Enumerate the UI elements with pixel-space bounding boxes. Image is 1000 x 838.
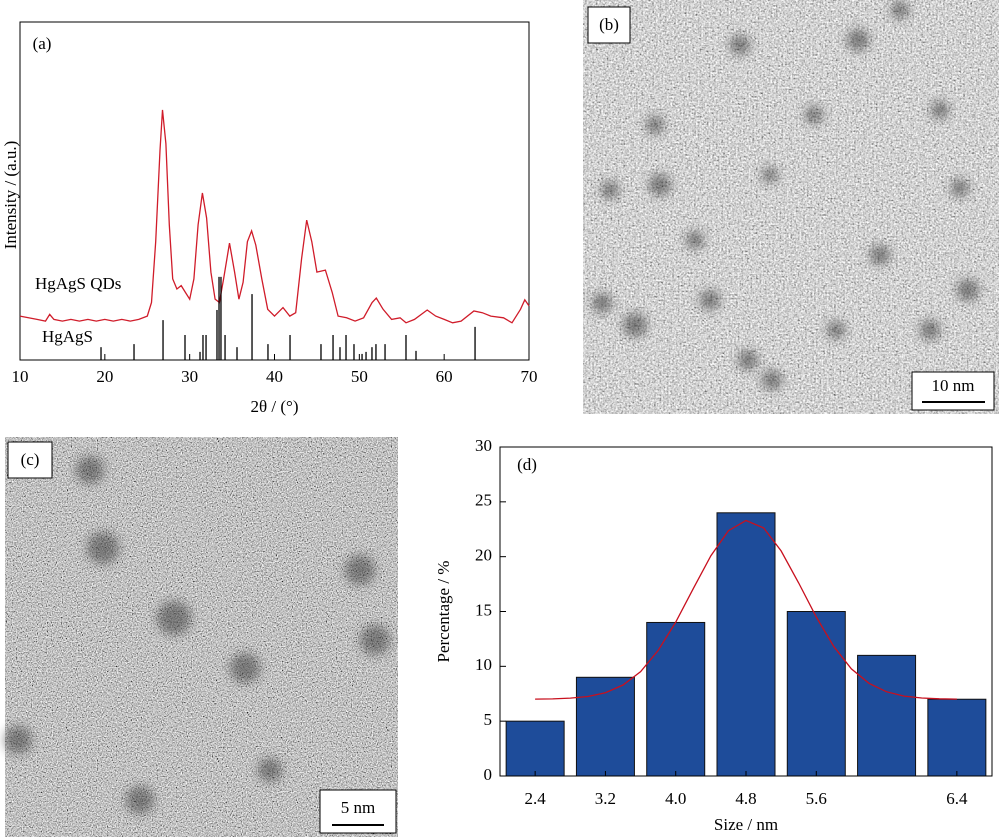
y-tick-label: 10	[475, 655, 492, 674]
y-tick-label: 30	[475, 436, 492, 455]
series-label: HgAgS QDs	[35, 274, 121, 293]
panel-label: (d)	[517, 455, 537, 474]
panel-label: (c)	[21, 450, 40, 469]
bar	[505, 720, 565, 777]
bar	[646, 621, 706, 777]
bar	[786, 611, 846, 777]
x-tick-label: 50	[351, 367, 368, 386]
x-axis-label: 2θ / (°)	[251, 397, 299, 416]
y-axis-label: Intensity / (a.u.)	[1, 141, 20, 250]
x-tick-label: 2.4	[525, 789, 547, 808]
x-tick-label: 3.2	[595, 789, 616, 808]
x-tick-label: 4.8	[735, 789, 756, 808]
series-label: HgAgS	[42, 327, 93, 346]
x-tick-label: 30	[181, 367, 198, 386]
x-tick-label: 5.6	[806, 789, 827, 808]
bar	[716, 512, 776, 777]
x-tick-label: 20	[96, 367, 113, 386]
x-tick-label: 4.0	[665, 789, 686, 808]
gaussian-fit	[535, 519, 957, 700]
bar	[857, 654, 917, 777]
tem-image-b: (b) 10 nm	[583, 0, 999, 414]
panel-label: (b)	[599, 15, 619, 34]
xrd-curve	[19, 109, 530, 324]
tem-image-c: (c) 5 nm	[4, 437, 398, 837]
plot-frame	[19, 21, 530, 361]
y-tick-label: 0	[484, 765, 493, 784]
y-tick-label: 15	[475, 600, 492, 619]
y-axis-label: Percentage / %	[434, 561, 453, 663]
bar	[927, 698, 987, 777]
x-tick-label: 6.4	[946, 789, 968, 808]
scale-bar-label: 5 nm	[341, 798, 375, 817]
bar	[575, 676, 635, 777]
scale-bar-label: 10 nm	[932, 376, 975, 395]
x-tick-label: 70	[521, 367, 538, 386]
y-tick-label: 20	[475, 546, 492, 565]
x-tick-label: 10	[12, 367, 29, 386]
y-tick-label: 25	[475, 491, 492, 510]
x-tick-label: 60	[436, 367, 453, 386]
x-tick-label: 40	[266, 367, 283, 386]
panel-label: (a)	[33, 34, 52, 53]
x-axis-label: Size / nm	[714, 815, 778, 834]
y-tick-label: 5	[484, 710, 493, 729]
